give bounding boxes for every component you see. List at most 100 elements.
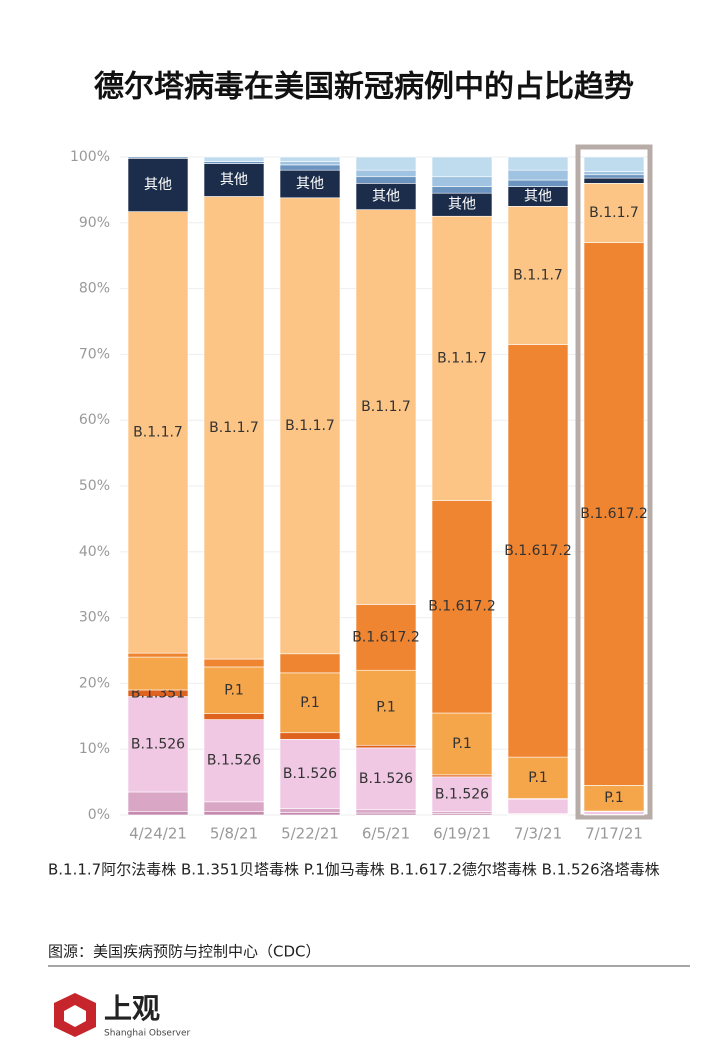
bar-segment <box>431 176 493 187</box>
bar-segment <box>507 798 569 814</box>
bar-segment <box>355 156 417 171</box>
bar-segment <box>431 186 493 194</box>
segment-label: P.1 <box>528 770 548 786</box>
bar-segment <box>583 811 645 815</box>
bar-segment <box>583 156 645 172</box>
bar-segment <box>355 169 417 178</box>
bar-segment <box>507 756 569 799</box>
segment-label: B.1.1.7 <box>133 424 183 440</box>
bar-segment <box>583 174 645 179</box>
bar-segment <box>203 658 265 668</box>
bar-segment <box>203 196 265 660</box>
bar-segment <box>507 156 569 171</box>
bar-segment <box>507 169 569 181</box>
bar-segment <box>583 183 645 243</box>
y-tick-label: 90% <box>79 215 110 231</box>
y-tick-label: 80% <box>79 281 110 297</box>
segment-label: B.1.617.2 <box>580 506 648 522</box>
segment-label: 其他 <box>372 188 400 204</box>
bar-segment <box>203 156 265 162</box>
bar-segment <box>507 179 569 187</box>
bar-segment <box>203 801 265 813</box>
bar-segment <box>279 653 341 674</box>
segment-label: P.1 <box>604 790 624 806</box>
segment-label: B.1.1.7 <box>437 350 487 366</box>
y-tick-label: 0% <box>88 807 110 823</box>
bar-segment <box>355 669 417 746</box>
segment-label: B.1.526 <box>207 753 261 769</box>
brand-subtitle: Shanghai Observer <box>104 1029 191 1039</box>
segment-label: P.1 <box>452 736 472 752</box>
bar-segment <box>431 156 493 178</box>
segment-label: 其他 <box>296 176 324 192</box>
bar-segment <box>203 163 265 197</box>
segment-label: P.1 <box>376 700 396 716</box>
bar-segment <box>583 177 645 184</box>
segment-label: B.1.526 <box>283 766 337 782</box>
bar-segment <box>355 744 417 749</box>
segment-label: 其他 <box>524 188 552 204</box>
segment-label: 其他 <box>144 177 172 193</box>
brand-name: 上观 <box>104 992 160 1025</box>
segment-label: B.1.1.7 <box>513 267 563 283</box>
bar-segment <box>355 809 417 814</box>
segment-label: B.1.1.7 <box>285 418 335 434</box>
bar-segment <box>355 604 417 671</box>
bar-segment <box>127 652 189 658</box>
bar-segment <box>431 712 493 776</box>
highlight-frame <box>575 144 653 820</box>
bar-segment <box>279 156 341 162</box>
bar-segment <box>127 656 189 691</box>
segment-label: P.1 <box>224 682 244 698</box>
bar-segment <box>127 211 189 654</box>
bar-segment <box>355 183 417 210</box>
y-tick-label: 10% <box>79 741 110 757</box>
y-tick-label: 20% <box>79 675 110 691</box>
y-tick-label: 100% <box>70 149 110 165</box>
bar-segment <box>127 156 189 159</box>
chart-title: 德尔塔病毒在美国新冠病例中的占比趋势 <box>94 70 634 105</box>
bar-segment <box>127 811 189 816</box>
bar-segment <box>279 169 341 199</box>
y-tick-label: 70% <box>79 346 110 362</box>
bar-segment <box>203 811 265 816</box>
bar-segment <box>279 808 341 813</box>
x-tick-label: 5/8/21 <box>210 825 258 843</box>
segment-label: B.1.1.7 <box>589 205 639 221</box>
bar-segment <box>355 747 417 811</box>
x-tick-label: 7/17/21 <box>585 825 643 843</box>
bar-segment <box>279 812 341 816</box>
y-tick-label: 60% <box>79 412 110 428</box>
y-tick-label: 30% <box>79 610 110 626</box>
segment-label: B.1.526 <box>435 786 489 802</box>
bar-segment <box>355 209 417 605</box>
bar-segment <box>431 500 493 714</box>
legend-note: B.1.1.7阿尔法毒株 B.1.351贝塔毒株 P.1伽马毒株 B.1.617… <box>48 861 660 879</box>
segment-label: B.1.617.2 <box>428 599 496 615</box>
bar-segment <box>279 672 341 734</box>
source: 图源：美国疾病预防与控制中心（CDC） <box>48 943 321 961</box>
bar-segment <box>507 206 569 345</box>
bar-segment <box>127 158 189 212</box>
y-tick-label: 50% <box>79 478 110 494</box>
segment-label: 其他 <box>448 197 476 213</box>
x-tick-label: 6/5/21 <box>362 825 410 843</box>
bar-segment <box>203 666 265 714</box>
segment-label: 其他 <box>220 172 248 188</box>
x-tick-label: 5/22/21 <box>281 825 339 843</box>
segment-label: B.1.526 <box>131 736 185 752</box>
segment-label: B.1.526 <box>359 771 413 787</box>
x-tick-label: 7/3/21 <box>514 825 562 843</box>
x-tick-label: 6/19/21 <box>433 825 491 843</box>
bar-segment <box>279 197 341 655</box>
bar-segment <box>279 161 341 166</box>
segment-label: B.1.1.7 <box>209 420 259 436</box>
bar-segment <box>355 176 417 184</box>
x-tick-label: 4/24/21 <box>129 825 187 843</box>
bar-segment <box>203 713 265 720</box>
bar-segment <box>279 739 341 809</box>
bar-segment <box>127 696 189 793</box>
bar-segment <box>431 215 493 501</box>
